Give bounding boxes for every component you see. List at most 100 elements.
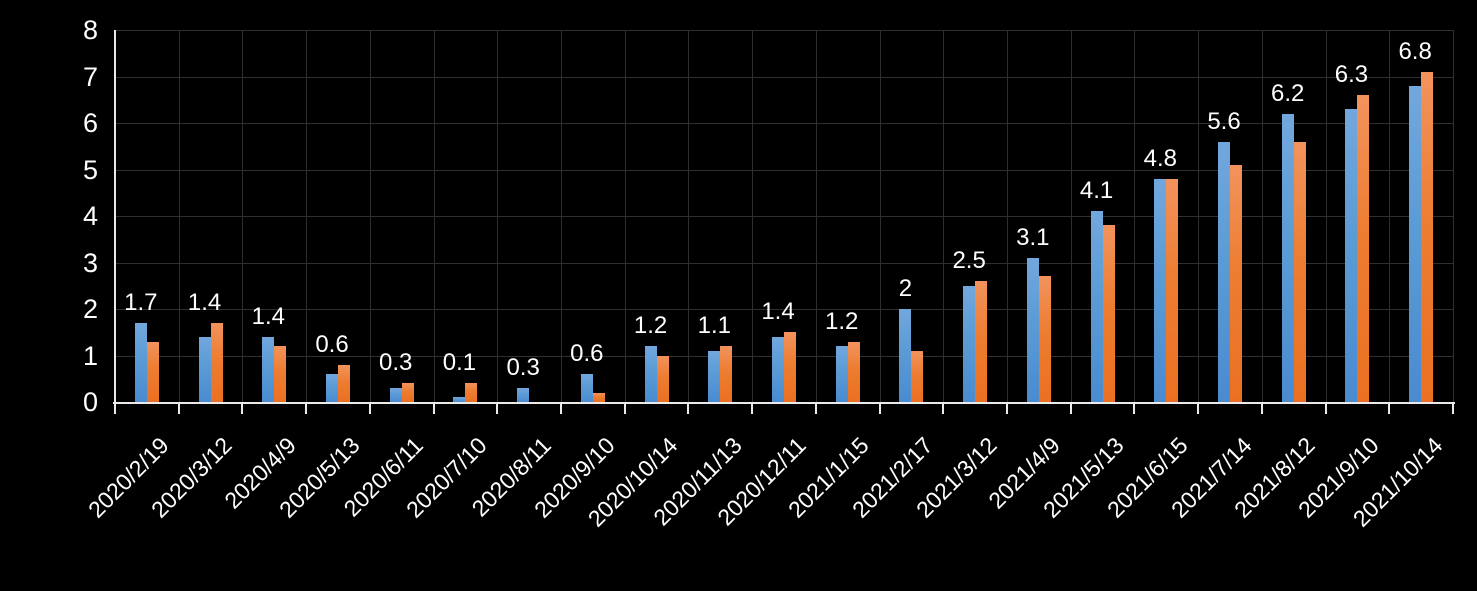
bar-orange (911, 350, 924, 402)
gridline-vertical (497, 30, 499, 402)
bar-blue (580, 374, 593, 402)
x-axis-tick (1260, 404, 1263, 414)
gridline-horizontal (115, 216, 1453, 217)
bar-blue (134, 322, 147, 402)
bar-blue (1154, 178, 1167, 402)
x-axis-tick (368, 404, 371, 414)
y-axis-label: 7 (82, 61, 98, 92)
bar-orange (338, 364, 350, 402)
data-label: 0.3 (506, 354, 540, 382)
bar-blue (326, 374, 338, 402)
gridline-vertical (561, 30, 562, 402)
gridline-vertical (178, 30, 180, 402)
x-axis-tick (305, 404, 308, 414)
data-label: 6.3 (1334, 61, 1369, 89)
x-axis-tick (1452, 404, 1454, 414)
bar-blue (1281, 113, 1294, 402)
bar-orange (1230, 164, 1242, 402)
gridline-vertical (242, 30, 244, 402)
gridline-vertical (1389, 30, 1391, 402)
bar-orange (401, 383, 414, 402)
data-label: 4.8 (1143, 144, 1177, 172)
bar-blue (453, 397, 466, 402)
gridline-vertical (879, 30, 881, 402)
data-label: 0.6 (315, 330, 349, 358)
data-label: 3.1 (1016, 223, 1050, 251)
y-axis-label: 1 (82, 340, 98, 371)
data-label: 1.4 (251, 302, 285, 330)
x-axis-tick (1388, 404, 1391, 414)
bar-orange (592, 392, 605, 402)
x-axis-tick (432, 404, 435, 414)
gridline-horizontal (115, 123, 1453, 124)
data-label: 1.1 (697, 312, 731, 340)
data-label: 6.8 (1398, 37, 1432, 65)
data-label: 2 (898, 275, 913, 302)
gridline-vertical (1070, 30, 1072, 402)
gridline-vertical (624, 30, 626, 402)
data-label: 2.5 (952, 247, 986, 275)
x-axis-tick (241, 404, 244, 414)
data-label: 1.2 (825, 307, 859, 335)
gridline-vertical (1453, 30, 1454, 402)
x-axis-tick (114, 404, 116, 414)
data-label: 1.7 (124, 288, 158, 316)
bar-blue (899, 309, 912, 402)
x-axis-tick (1324, 404, 1327, 414)
y-axis-label: 2 (82, 294, 98, 324)
y-axis-label: 4 (82, 201, 98, 231)
bar-orange (1421, 71, 1434, 402)
data-label: 4.1 (1079, 177, 1114, 205)
gridline-horizontal (115, 169, 1453, 171)
bar-orange (847, 341, 860, 402)
gridline-horizontal (115, 30, 1453, 31)
bar-blue (1409, 85, 1422, 402)
bar-orange (1357, 95, 1370, 402)
bar-blue (963, 285, 976, 402)
bar-blue (835, 346, 848, 402)
x-axis-tick (560, 404, 562, 414)
y-axis-label: 5 (82, 154, 98, 185)
data-label: 6.2 (1271, 79, 1305, 107)
x-axis-tick (1006, 404, 1008, 414)
bar-blue (1026, 257, 1039, 402)
y-axis-label: 0 (82, 387, 98, 417)
x-axis-tick (1197, 404, 1200, 414)
gridline-vertical (943, 30, 945, 402)
gridline-vertical (1198, 30, 1200, 402)
bar-blue (1345, 109, 1358, 402)
bar-orange (465, 383, 478, 402)
data-label: 0.6 (570, 340, 604, 368)
bar-orange (975, 281, 988, 402)
bar-orange (210, 322, 223, 402)
bar-blue (262, 336, 275, 402)
gridline-horizontal (115, 76, 1453, 78)
x-axis-tick (814, 404, 817, 414)
data-label: 0.3 (379, 349, 413, 377)
x-axis-tick (687, 404, 690, 414)
bar-orange (1038, 276, 1051, 402)
bar-orange (1102, 225, 1115, 402)
bar-orange (1166, 178, 1179, 402)
x-axis-tick (751, 404, 754, 414)
y-axis-label: 3 (82, 247, 98, 278)
x-axis-tick (1133, 404, 1136, 414)
gridline-vertical (433, 30, 435, 402)
data-label: 1.4 (761, 298, 795, 326)
bar-blue (517, 388, 530, 402)
bar-orange (274, 346, 287, 402)
gridline-vertical (815, 30, 817, 402)
data-label: 1.4 (187, 288, 222, 316)
gridline-vertical (369, 30, 371, 402)
gridline-horizontal (115, 309, 1453, 310)
x-axis-tick (878, 404, 881, 414)
gridline-vertical (1134, 30, 1136, 402)
bar-orange (1293, 141, 1306, 402)
bar-orange (146, 341, 159, 402)
gridline-vertical (1261, 30, 1263, 402)
gridline-vertical (688, 30, 690, 402)
x-axis-line (113, 402, 1455, 404)
gridline-horizontal (115, 262, 1453, 264)
